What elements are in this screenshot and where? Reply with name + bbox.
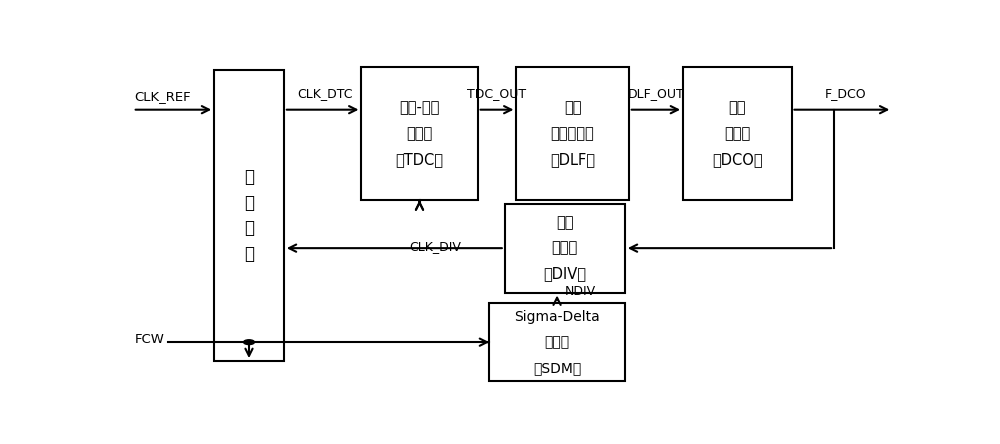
Text: CLK_REF: CLK_REF <box>134 90 191 103</box>
Bar <box>683 67 792 200</box>
Text: 制: 制 <box>244 194 254 212</box>
Text: 时间-数字: 时间-数字 <box>399 100 440 115</box>
Text: 反馈: 反馈 <box>556 215 574 230</box>
Text: （DCO）: （DCO） <box>712 152 763 167</box>
Text: 振荡器: 振荡器 <box>724 126 750 141</box>
Text: TDC_OUT: TDC_OUT <box>467 87 527 100</box>
Text: 调制器: 调制器 <box>544 335 570 349</box>
Text: 转换器: 转换器 <box>406 126 433 141</box>
Text: CLK_DIV: CLK_DIV <box>409 240 461 253</box>
Text: 置: 置 <box>244 245 254 263</box>
Text: CLK_DTC: CLK_DTC <box>297 87 353 100</box>
Text: （TDC）: （TDC） <box>396 152 444 167</box>
Bar <box>214 71 284 361</box>
Text: DLF_OUT: DLF_OUT <box>628 87 684 100</box>
Text: （DLF）: （DLF） <box>550 152 595 167</box>
Bar <box>516 67 629 200</box>
Bar <box>361 67 478 200</box>
Text: 环路滤波器: 环路滤波器 <box>551 126 594 141</box>
Bar <box>505 204 625 293</box>
Text: 数字: 数字 <box>564 100 581 115</box>
Text: 数控: 数控 <box>728 100 746 115</box>
Text: 控: 控 <box>244 168 254 186</box>
Text: NDIV: NDIV <box>565 285 596 298</box>
Text: F_DCO: F_DCO <box>825 87 867 100</box>
Text: （DIV）: （DIV） <box>543 266 586 281</box>
Text: （SDM）: （SDM） <box>533 361 581 375</box>
Text: 装: 装 <box>244 219 254 238</box>
Circle shape <box>244 340 254 345</box>
Text: 分频器: 分频器 <box>552 241 578 256</box>
Text: Sigma-Delta: Sigma-Delta <box>514 309 600 324</box>
Text: FCW: FCW <box>134 333 164 345</box>
Bar <box>489 303 625 381</box>
